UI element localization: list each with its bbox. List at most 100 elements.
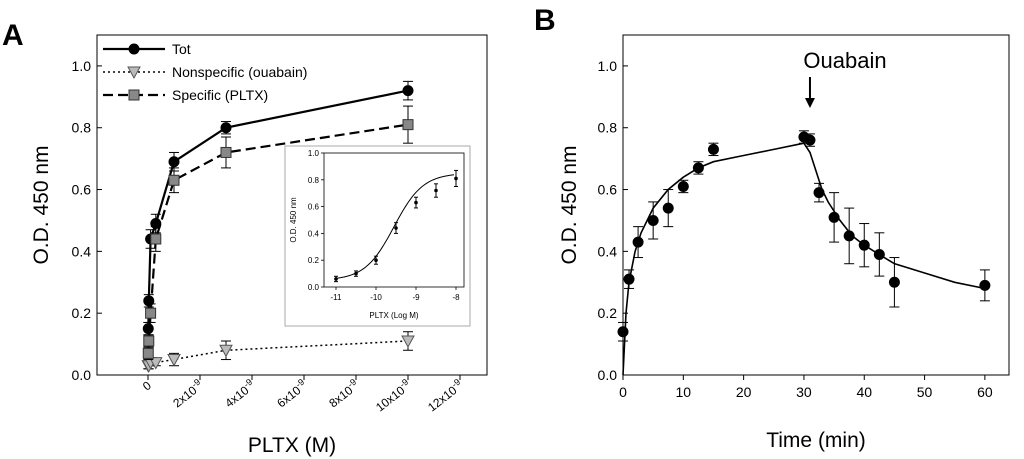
inset-data-point bbox=[414, 200, 418, 205]
panel-a-data-point bbox=[168, 156, 180, 168]
inset-x-axis-label: PLTX (Log M) bbox=[369, 311, 419, 320]
panel-a-y-tick-label: 0.4 bbox=[72, 243, 92, 259]
panel-a-data-point bbox=[145, 307, 157, 319]
panel-b-x-tick-label: 30 bbox=[796, 384, 812, 400]
panel-b-x-tick-label: 60 bbox=[977, 384, 993, 400]
panel-b-data-point bbox=[858, 239, 870, 251]
inset-data-point bbox=[334, 277, 338, 281]
inset-y-tick-label: 0.2 bbox=[308, 256, 320, 265]
inset-data-point bbox=[394, 226, 398, 230]
panel-a-legend: Tot Nonspecific (ouabain) Specific (PLTX) bbox=[103, 41, 307, 103]
panel-a-x-tick-label: 12x10-9 bbox=[424, 377, 466, 415]
panel-a-x-tick-label: 8x10-9 bbox=[325, 377, 362, 411]
panel-a-series-0 bbox=[142, 80, 414, 336]
panel-b-data-point bbox=[707, 143, 719, 155]
panel-b-plot-frame bbox=[622, 34, 1010, 376]
panel-a-x-tick-label: 4x10-9 bbox=[221, 377, 258, 411]
panel-b-data-point bbox=[873, 248, 885, 260]
inset-x-tick-label: -11 bbox=[331, 293, 343, 302]
panel-a-x-tick-label-group: 2x10-9 bbox=[169, 377, 206, 411]
panel-a-x-tick-label-group: 6x10-9 bbox=[274, 377, 306, 411]
panel-a-data-point bbox=[143, 335, 155, 347]
inset-data-point bbox=[354, 271, 358, 276]
legend-swatch-marker bbox=[128, 43, 140, 55]
legend-entry-label: Tot bbox=[172, 41, 191, 57]
inset-y-tick-label: 0.4 bbox=[308, 229, 320, 238]
legend-swatch-marker bbox=[128, 89, 140, 101]
panel-a-data-point bbox=[220, 146, 232, 158]
panel-a-series-2 bbox=[142, 105, 414, 361]
panel-a-chart: O.D. 450 nm PLTX (M) 0.00.20.40.60.81.0 … bbox=[30, 34, 488, 457]
panel-b-chart: O.D. 450 nm Time (min) 0.0 0.2 0.4 0.6 0.8 1.… bbox=[558, 34, 1010, 452]
inset-plot-frame bbox=[323, 152, 465, 288]
panel-b-y-tick-label: 0.8 bbox=[598, 120, 618, 136]
panel-a-data-point bbox=[148, 357, 163, 370]
inset-data-point bbox=[374, 258, 378, 263]
panel-b-data-point bbox=[617, 326, 629, 338]
panel-b-x-axis-label: Time (min) bbox=[766, 429, 866, 452]
panel-a-x-tick-label-group: 4x10-9 bbox=[221, 377, 258, 411]
panel-b-data-point bbox=[888, 276, 900, 288]
legend-entry-label: Specific (PLTX) bbox=[172, 87, 268, 103]
panel-a-data-point bbox=[219, 344, 233, 358]
legend-swatch-marker bbox=[127, 66, 141, 80]
inset-y-tick-label: 0.6 bbox=[308, 203, 320, 212]
panel-a-inset: O.D. 450 nm PLTX (Log M) 0.0 0.2 0.4 0.6 0.8… bbox=[284, 145, 471, 327]
inset-x-tick-label: -9 bbox=[412, 293, 420, 302]
panel-b-x-tick-label: 10 bbox=[676, 384, 692, 400]
panel-a-data-point bbox=[168, 174, 180, 186]
panel-a-x-tick-label: 0 bbox=[140, 378, 154, 393]
inset-y-axis-label: O.D. 450 nm bbox=[289, 197, 298, 243]
panel-b-x-tick-label: 0 bbox=[619, 384, 627, 400]
panel-a-x-tick-label-group: 0 bbox=[140, 378, 154, 393]
ouabain-annotation: Ouabain bbox=[803, 48, 887, 108]
panel-b-x-tick-label: 20 bbox=[736, 384, 752, 400]
panel-b-letter: B bbox=[534, 4, 556, 37]
panel-a-data-point bbox=[142, 323, 154, 335]
panel-b-fit-curve bbox=[622, 142, 986, 376]
inset-x-tick-label: -10 bbox=[370, 293, 382, 302]
panel-b-data-point bbox=[662, 202, 674, 214]
panel-b-data-point bbox=[979, 279, 991, 291]
panel-a-series-line bbox=[148, 340, 409, 367]
panel-a-y-axis-label: O.D. 450 nm bbox=[30, 145, 53, 264]
panel-a-x-tick-label-group: 12x10-9 bbox=[424, 377, 466, 415]
inset-y-tick-label: 0.0 bbox=[308, 283, 320, 292]
ouabain-annotation-label: Ouabain bbox=[803, 48, 886, 73]
inset-y-tick-label: 0.8 bbox=[308, 176, 320, 185]
panel-b-y-axis-label: O.D. 450 nm bbox=[558, 145, 581, 264]
panel-a-y-tick-label: 0.6 bbox=[72, 182, 92, 198]
panel-b-data-point bbox=[804, 134, 816, 146]
panel-a-y-tick-label: 0.0 bbox=[72, 367, 92, 383]
panel-a-x-tick-label: 10x10-9 bbox=[372, 377, 414, 415]
panel-a-plot-frame bbox=[96, 34, 488, 376]
panel-a-data-point bbox=[150, 233, 162, 245]
inset-data-point bbox=[434, 188, 438, 193]
panel-b-x-tick-label: 40 bbox=[856, 384, 872, 400]
inset-x-tick-label: -8 bbox=[452, 293, 460, 302]
inset-frame bbox=[284, 145, 471, 327]
panel-a-x-tick-label-group: 8x10-9 bbox=[325, 377, 362, 411]
panel-a-data-point bbox=[402, 85, 414, 97]
panel-a-x-tick-label-group: 10x10-9 bbox=[372, 377, 414, 415]
panel-b-data-point bbox=[632, 236, 644, 248]
legend-entry-label: Nonspecific (ouabain) bbox=[172, 64, 307, 80]
panel-a-data-point bbox=[142, 347, 154, 359]
panel-a-x-tick-label: 2x10-9 bbox=[169, 377, 206, 411]
panel-a-y-tick-label: 1.0 bbox=[72, 58, 92, 74]
panel-b-y-tick-label: 0.4 bbox=[598, 243, 618, 259]
panel-a-data-point bbox=[167, 354, 181, 367]
panel-b-data-point bbox=[647, 214, 659, 226]
panel-b-x-tick-label: 50 bbox=[917, 384, 933, 400]
panel-a-letter: A bbox=[2, 19, 24, 52]
inset-data-point bbox=[454, 176, 458, 181]
panel-a-y-tick-label: 0.2 bbox=[72, 305, 92, 321]
panel-a-y-tick-label: 0.8 bbox=[72, 120, 92, 136]
panel-a-data-point bbox=[402, 119, 414, 131]
panel-a-data-point bbox=[401, 335, 415, 349]
ouabain-arrow-head bbox=[804, 98, 815, 108]
inset-y-tick-label: 1.0 bbox=[308, 149, 320, 158]
panel-b-data-point bbox=[843, 230, 855, 242]
panel-b-y-tick-label: 0.0 bbox=[598, 367, 618, 383]
